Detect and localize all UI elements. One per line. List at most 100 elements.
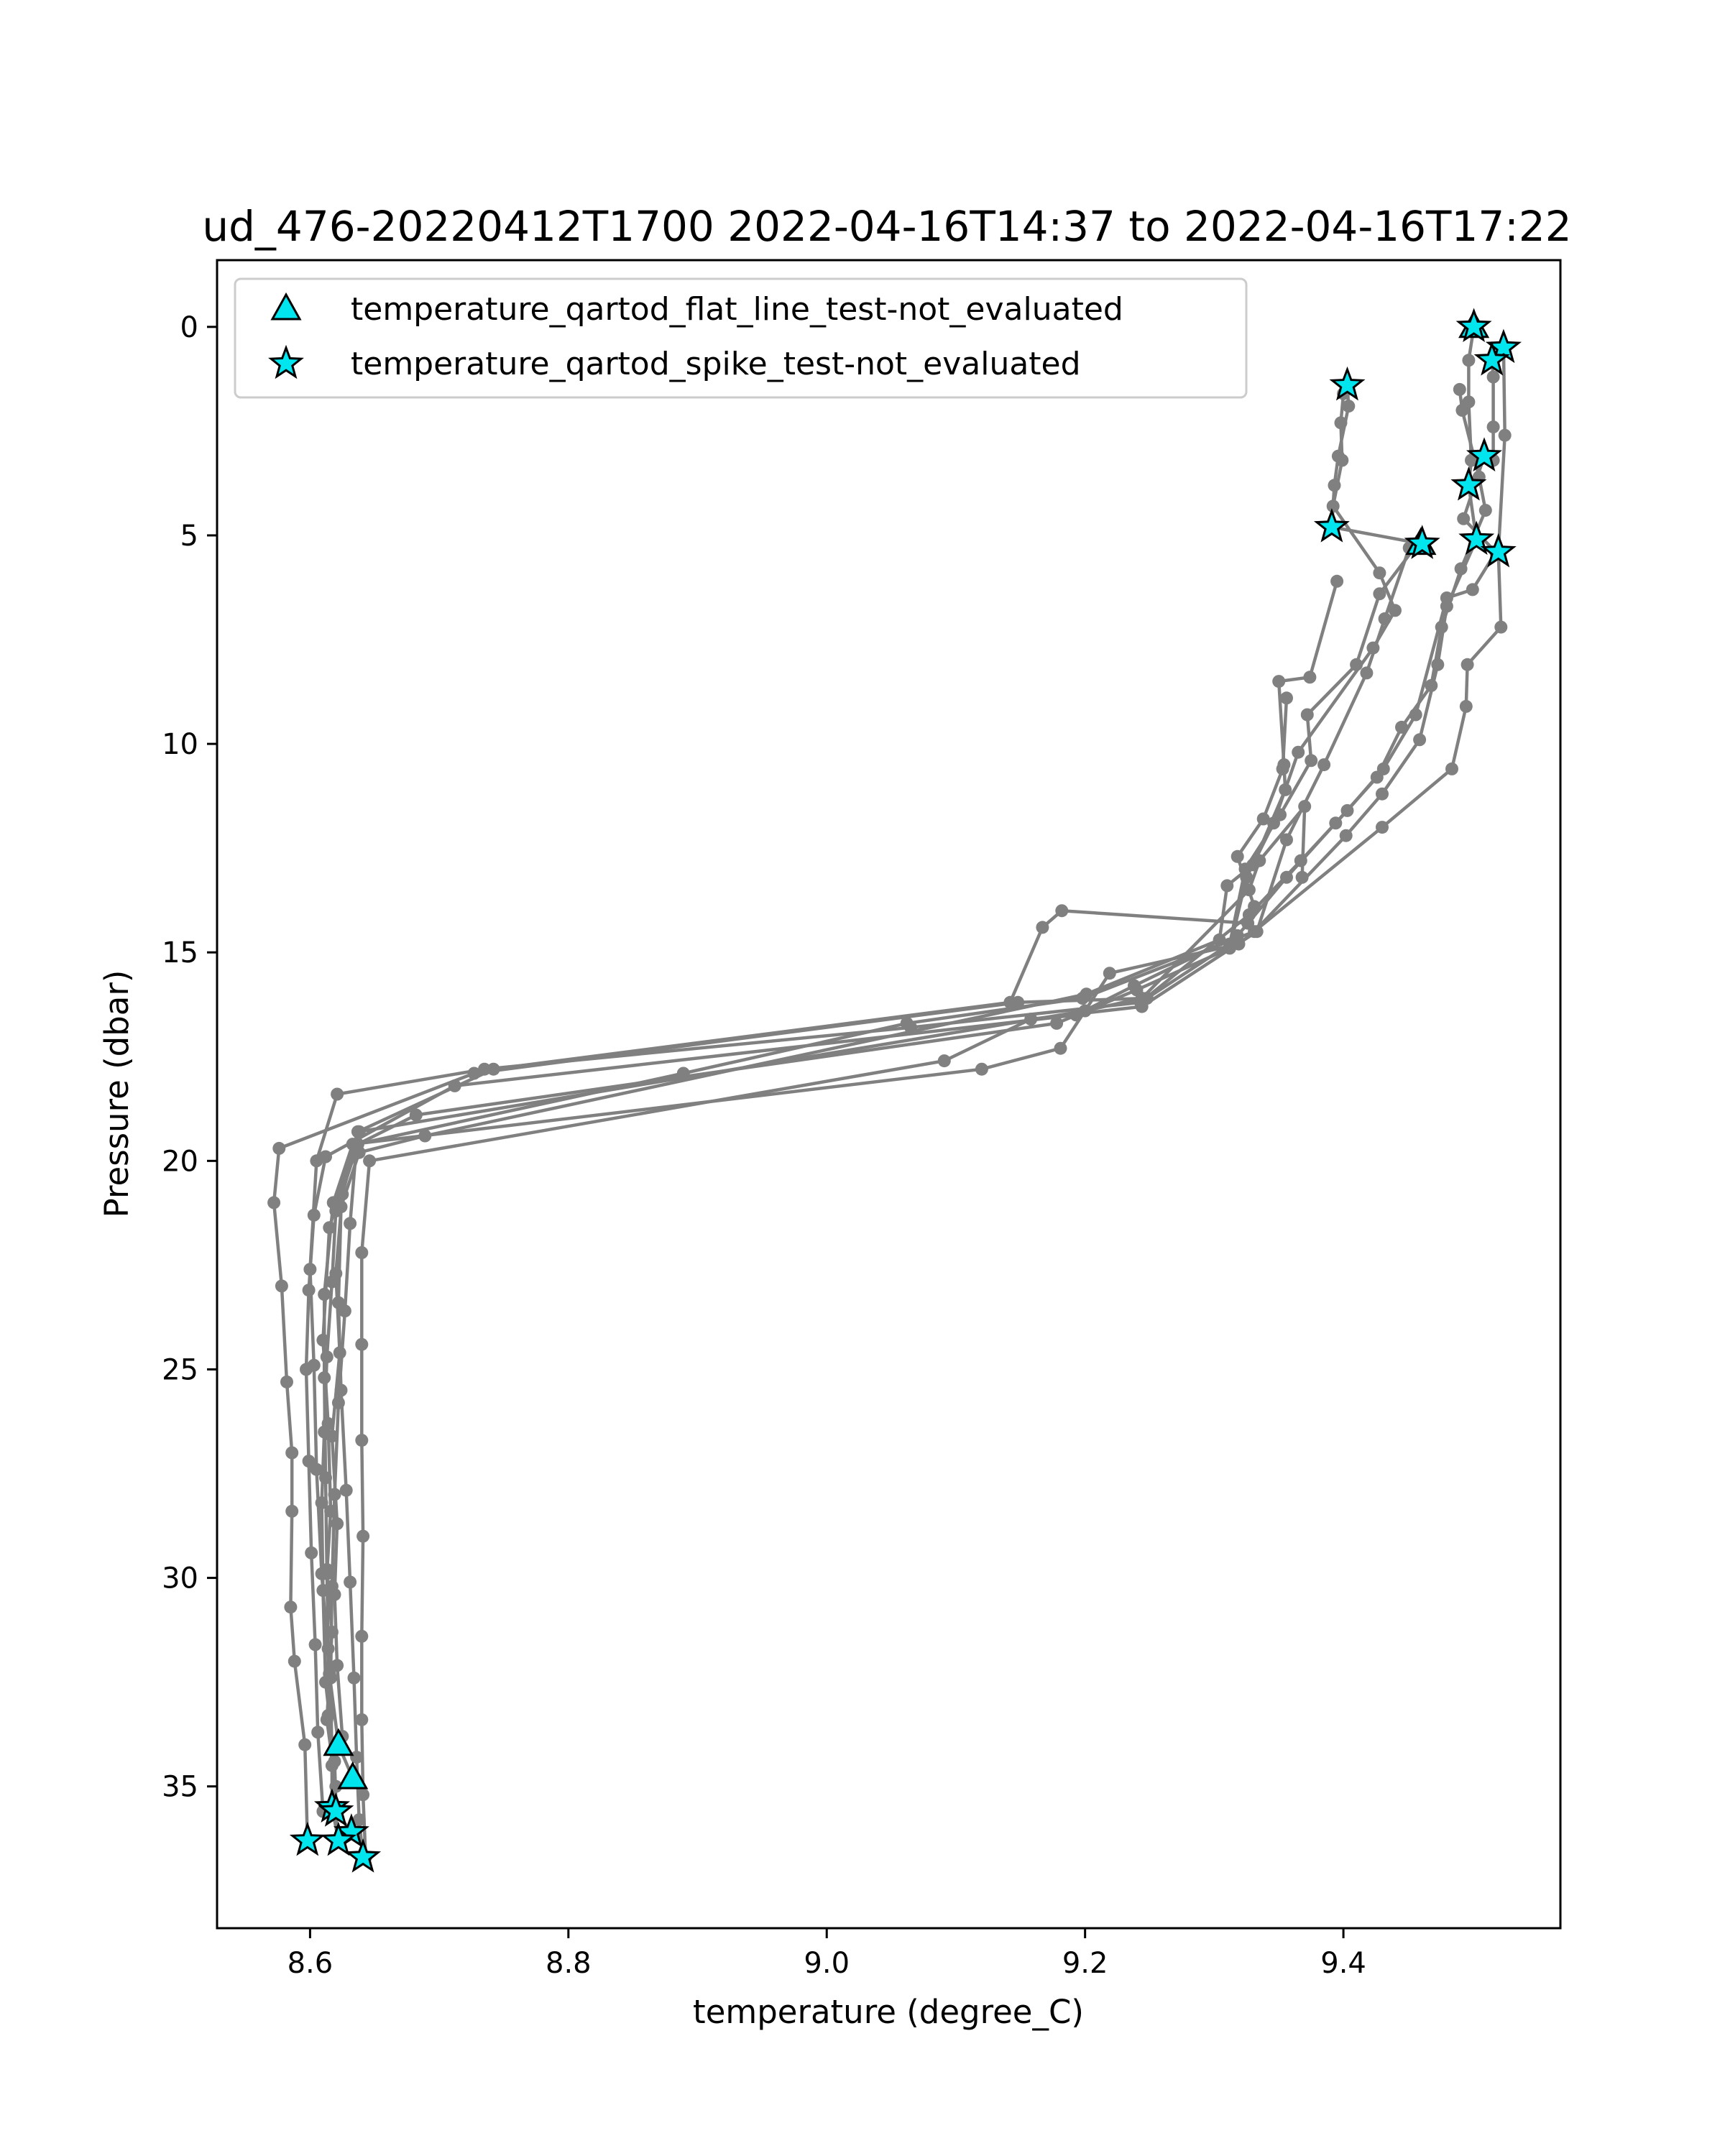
profile-point	[311, 1726, 325, 1739]
y-tick-label: 15	[162, 936, 198, 969]
profile-point	[1459, 699, 1473, 713]
profile-point	[1220, 879, 1234, 893]
y-axis: 0 5 10 15 20 25 30 35	[162, 311, 217, 1804]
star-marker	[1458, 520, 1495, 556]
profile-point	[333, 1346, 346, 1360]
x-tick-label: 8.8	[546, 1947, 592, 1980]
profile-line-cast-6	[360, 547, 1411, 1858]
profile-point	[1070, 1008, 1083, 1022]
y-tick-label: 20	[162, 1145, 198, 1178]
triangle-marker	[323, 1728, 354, 1756]
profile-point	[1267, 816, 1280, 830]
profile-point	[1453, 382, 1466, 396]
profile-point	[355, 1246, 369, 1259]
star-marker	[1404, 525, 1440, 559]
profile-point	[1498, 428, 1512, 442]
star-marker	[318, 1792, 354, 1827]
profile-point	[1494, 620, 1508, 634]
y-tick-label: 0	[180, 311, 198, 344]
profile-line-cast-9	[320, 393, 1397, 1841]
profile-point	[1003, 995, 1017, 1009]
star-marker	[1329, 366, 1366, 401]
profile-point	[1050, 1016, 1064, 1030]
legend: temperature_qartod_flat_line_test-not_ev…	[234, 277, 1248, 399]
star-marker	[1473, 341, 1510, 376]
profile-point	[1334, 416, 1348, 430]
profile-point	[355, 1629, 369, 1643]
profile-point	[1389, 604, 1402, 617]
legend-entry-label: temperature_qartod_spike_test-not_evalua…	[351, 346, 1081, 382]
profile-point	[1300, 708, 1314, 722]
profile-point	[356, 1529, 370, 1543]
profile-point	[302, 1284, 316, 1297]
profile-point	[1370, 770, 1384, 784]
profile-point	[331, 1087, 344, 1101]
profile-point	[1376, 821, 1389, 834]
profile-point	[1373, 587, 1386, 601]
x-tick-label: 9.2	[1062, 1947, 1108, 1980]
profile-line-cast-3	[322, 347, 1506, 1833]
y-tick-label: 5	[180, 520, 198, 553]
profile-point	[1230, 929, 1244, 942]
star-marker	[320, 1821, 356, 1856]
profile-point	[300, 1363, 313, 1376]
profile-point	[288, 1654, 301, 1668]
chart-title: ud_476-20220412T1700 2022-04-16T14:37 to…	[202, 202, 1571, 251]
profile-point	[1342, 400, 1356, 413]
profile-point	[1128, 979, 1141, 992]
profile-point	[363, 1154, 377, 1168]
profile-point	[285, 1446, 299, 1460]
profile-point	[325, 1275, 339, 1289]
profile-point	[280, 1375, 293, 1388]
profile-point	[1335, 453, 1349, 467]
profile-point	[1330, 574, 1344, 588]
profile-point	[1280, 691, 1293, 705]
y-tick-label: 25	[162, 1353, 198, 1386]
profile-point	[328, 1588, 341, 1601]
y-tick-label: 10	[162, 728, 198, 761]
profile-line-cast-2	[308, 360, 1498, 1779]
profile-point	[1373, 566, 1386, 580]
star-marker	[1480, 533, 1517, 568]
profile-point	[315, 1496, 328, 1510]
star-marker	[1313, 508, 1350, 543]
profile-point	[1360, 666, 1374, 680]
profile-point	[344, 1575, 357, 1589]
profile-point	[1457, 512, 1471, 525]
profile-point	[1295, 870, 1309, 884]
y-tick-label: 35	[162, 1771, 198, 1804]
star-marker-series	[289, 308, 1522, 1873]
profile-point	[1317, 758, 1331, 772]
profile-point	[487, 1062, 500, 1076]
profile-point	[1223, 941, 1236, 955]
profile-point	[1036, 921, 1049, 934]
profile-point	[355, 1713, 369, 1726]
profile-point	[1240, 870, 1254, 884]
profile-point	[1298, 800, 1312, 814]
profile-point	[1250, 925, 1264, 939]
profile-point	[320, 1350, 334, 1364]
profile-point	[275, 1279, 288, 1293]
profile-point	[1080, 987, 1093, 1001]
legend-box	[234, 277, 1248, 399]
profile-point	[307, 1208, 321, 1222]
profile-point	[331, 1517, 344, 1531]
profile-point	[975, 1062, 988, 1076]
profile-point	[350, 1751, 364, 1764]
profile-point	[339, 1483, 353, 1497]
profile-point	[937, 1054, 951, 1068]
star-marker	[289, 1821, 326, 1856]
profile-point	[284, 1600, 298, 1614]
profile-point	[1305, 754, 1318, 768]
profile-point	[356, 1788, 370, 1802]
y-tick-label: 30	[162, 1562, 198, 1595]
x-axis: 8.6 8.8 9.0 9.2 9.4	[288, 1928, 1366, 1980]
profile-point	[1445, 762, 1458, 775]
legend-triangle-icon	[270, 292, 302, 321]
profile-point	[323, 1221, 336, 1235]
profile-point	[328, 1754, 341, 1768]
profile-point	[1339, 829, 1353, 842]
profile-point	[1054, 1041, 1067, 1055]
profile-point	[409, 1108, 423, 1122]
